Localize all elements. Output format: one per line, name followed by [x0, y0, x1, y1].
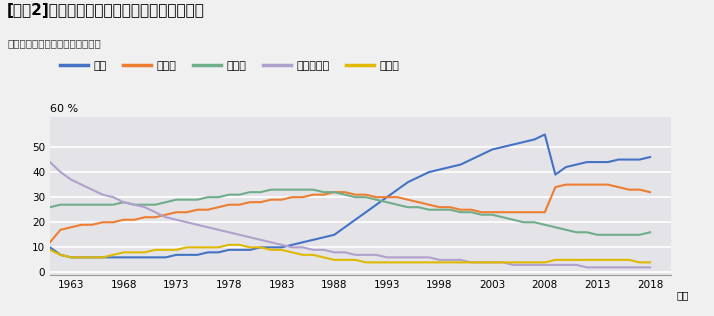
Line: 被用者: 被用者	[50, 185, 650, 242]
その他	[572, 258, 580, 262]
被用者	[488, 210, 496, 214]
自営業	[562, 228, 570, 232]
その他	[509, 260, 518, 264]
Text: 年度: 年度	[676, 290, 689, 300]
無職	[572, 163, 580, 167]
無職	[203, 251, 212, 254]
自営業	[498, 215, 507, 219]
被用者	[551, 185, 560, 189]
被用者	[193, 208, 201, 212]
被用者	[46, 240, 54, 244]
被用者	[446, 205, 454, 209]
農林水産省	[446, 258, 454, 262]
自営業	[183, 198, 191, 202]
Text: [図表2]国保世帯主の職業別シェアの年次推移: [図表2]国保世帯主の職業別シェアの年次推移	[7, 3, 205, 18]
農林水産省	[193, 223, 201, 227]
Legend: 無職, 被用者, 自営業, 農林水産省, その他: 無職, 被用者, 自営業, 農林水産省, その他	[56, 56, 403, 75]
自営業	[193, 198, 201, 202]
農林水産省	[583, 265, 591, 269]
Line: その他: その他	[50, 245, 650, 262]
無職	[193, 253, 201, 257]
Line: 無職: 無職	[50, 135, 650, 257]
無職	[625, 158, 633, 161]
無職	[498, 145, 507, 149]
無職	[46, 246, 54, 249]
被用者	[562, 183, 570, 186]
自営業	[646, 230, 655, 234]
農林水産省	[488, 260, 496, 264]
農林水産省	[46, 160, 54, 164]
その他	[46, 248, 54, 252]
自営業	[267, 188, 276, 191]
無職	[456, 163, 465, 167]
その他	[625, 258, 633, 262]
無職	[540, 133, 549, 137]
自営業	[625, 233, 633, 237]
自営業	[593, 233, 602, 237]
農林水産省	[183, 220, 191, 224]
農林水産省	[551, 263, 560, 267]
その他	[361, 260, 370, 264]
農林水産省	[625, 265, 633, 269]
その他	[193, 246, 201, 249]
無職	[646, 155, 655, 159]
自営業	[46, 205, 54, 209]
農林水産省	[646, 265, 655, 269]
Line: 自営業: 自営業	[50, 190, 650, 235]
その他	[646, 260, 655, 264]
被用者	[183, 210, 191, 214]
Text: 60 %: 60 %	[50, 104, 78, 114]
その他	[183, 246, 191, 249]
その他	[467, 260, 476, 264]
被用者	[646, 190, 655, 194]
Text: 資料：厚生労働省資料を基に作成: 資料：厚生労働省資料を基に作成	[7, 38, 101, 48]
その他	[225, 243, 233, 247]
被用者	[625, 188, 633, 191]
Line: 農林水産省: 農林水産省	[50, 162, 650, 267]
自営業	[456, 210, 465, 214]
無職	[66, 255, 75, 259]
